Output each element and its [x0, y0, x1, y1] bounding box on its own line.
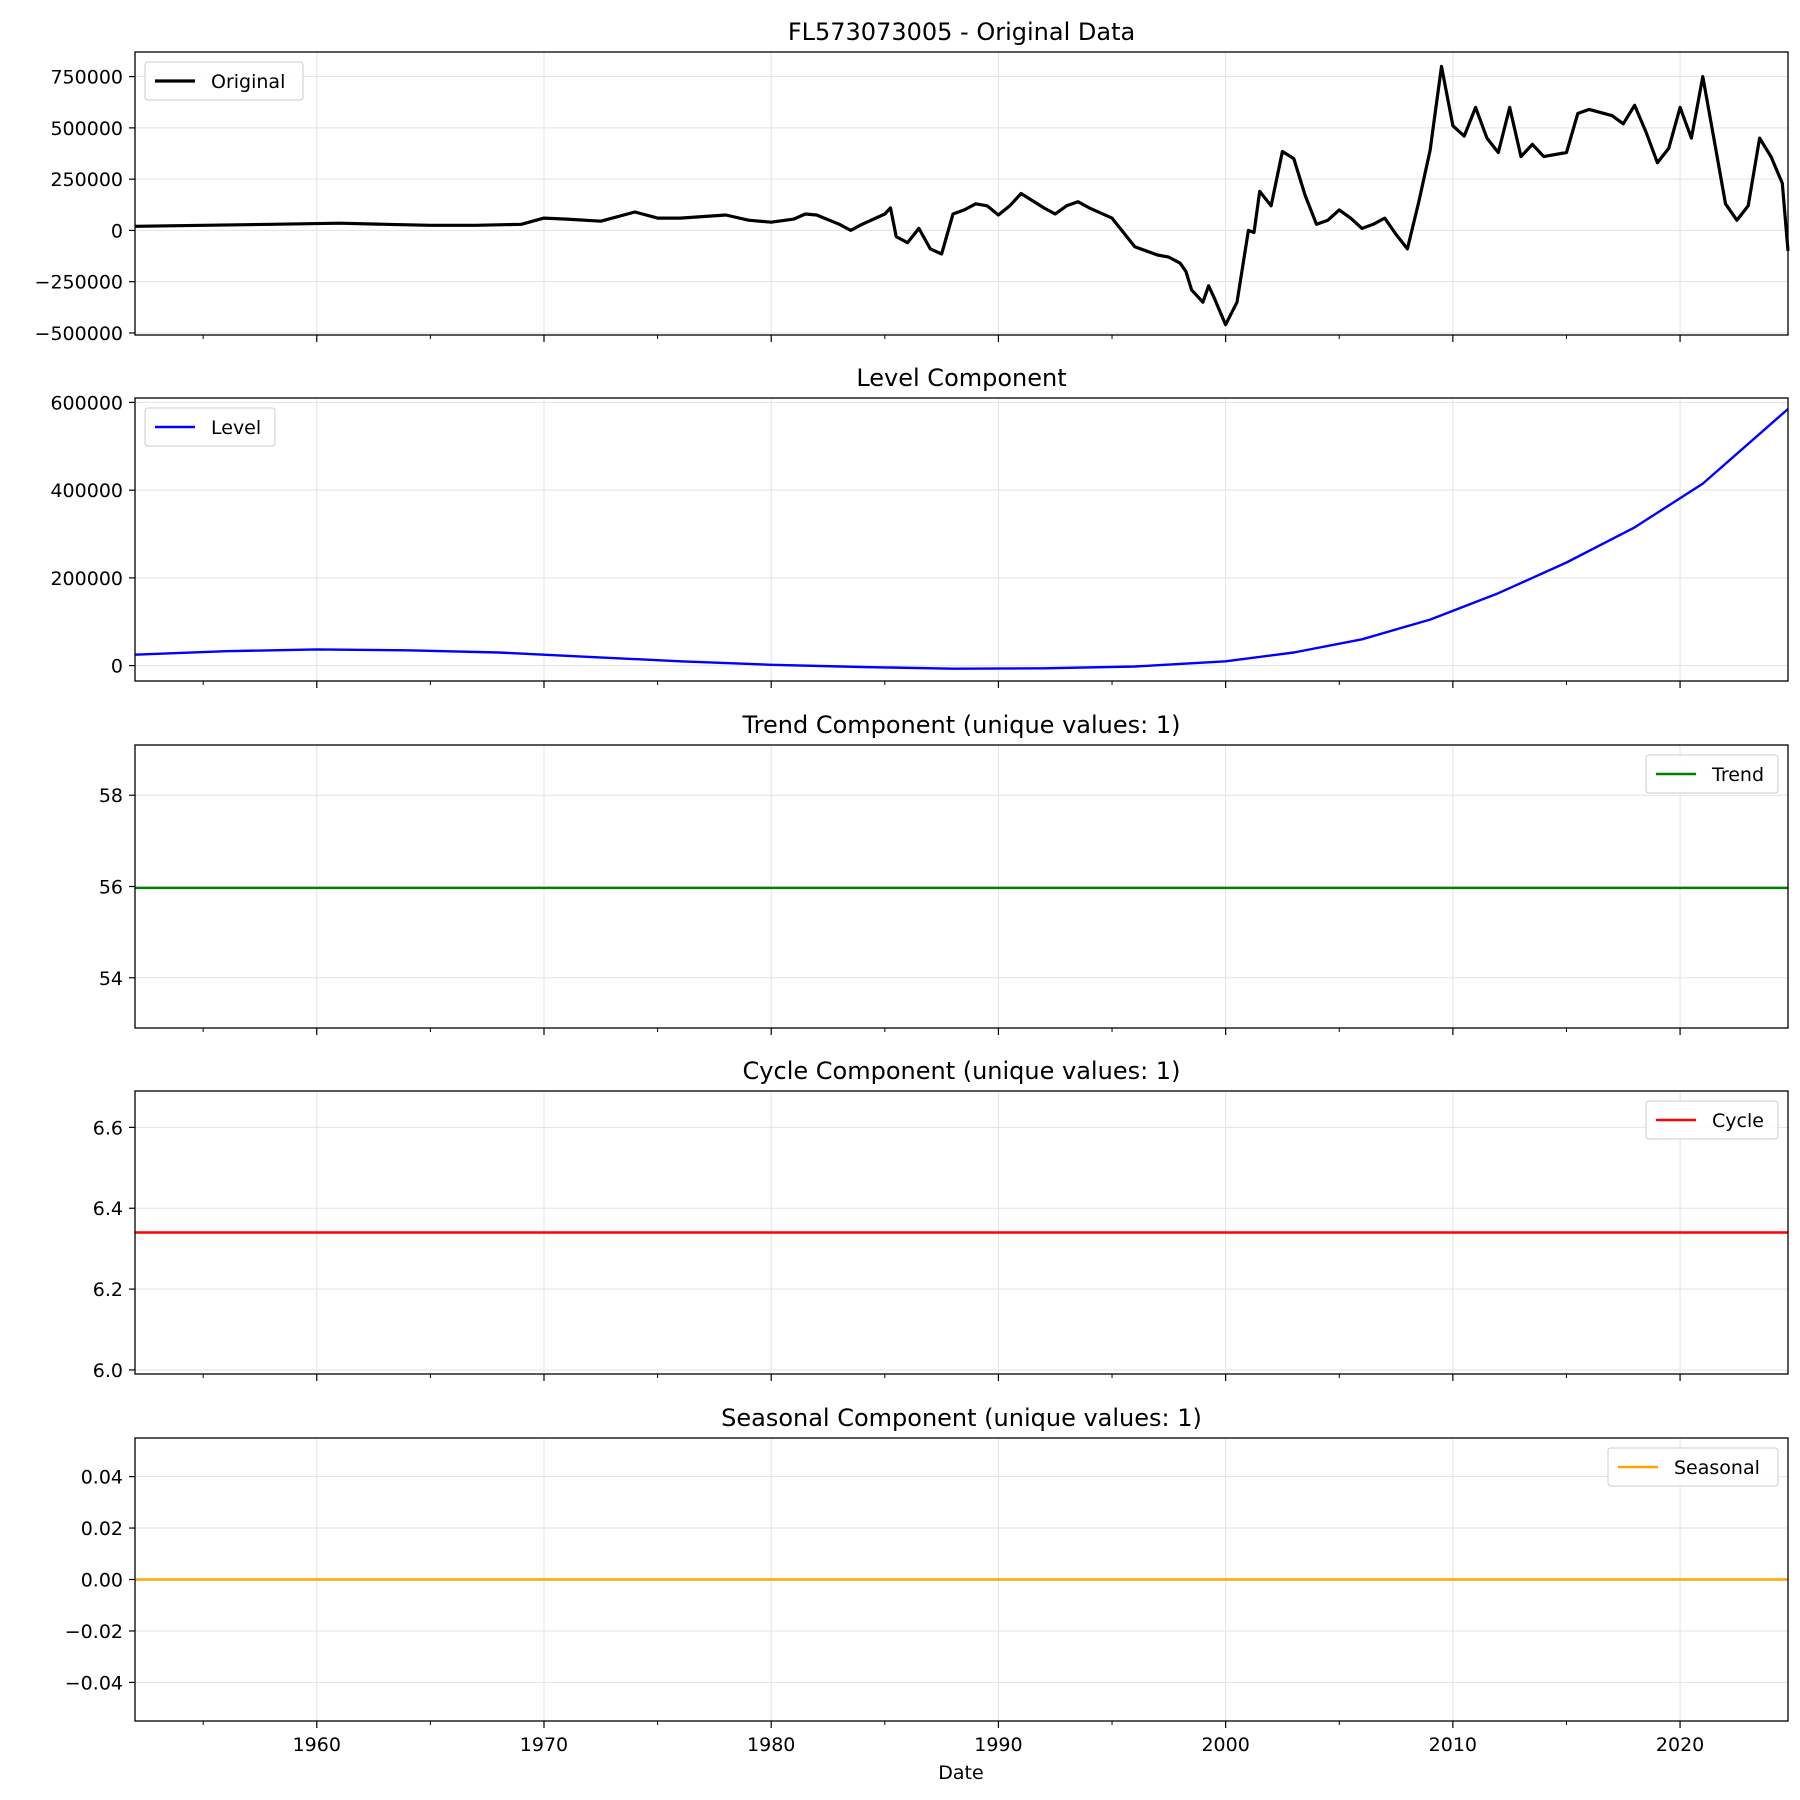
legend-label: Trend	[1711, 764, 1764, 786]
y-tick-label: 250000	[50, 169, 123, 191]
legend-box	[144, 61, 304, 101]
panel-title: Level Component	[856, 364, 1066, 392]
panel-1: −500000 −250000 0 250000 500000 750000 FL57307…	[35, 18, 1790, 345]
y-tick-label: −0.04	[65, 1672, 123, 1694]
legend: Seasonal	[1607, 1447, 1779, 1487]
y-tick-label: 200000	[50, 568, 123, 590]
legend: Trend	[1645, 754, 1779, 794]
panel-3: 54 56 58 Trend Component (unique values: 1)…	[99, 711, 1789, 1035]
y-tick-label: −500000	[35, 323, 123, 345]
series-line-original	[134, 64, 1790, 327]
legend-box	[1645, 1100, 1779, 1140]
legend: Cycle	[1645, 1100, 1779, 1140]
y-tick-label: 6.2	[93, 1279, 123, 1301]
panel-title: FL573073005 - Original Data	[788, 18, 1135, 46]
legend-label: Original	[211, 71, 285, 93]
y-tick-label: 600000	[50, 392, 123, 414]
plot-frame	[134, 51, 1789, 336]
y-tick-label: 400000	[50, 480, 123, 502]
y-tick-label: 0.02	[81, 1518, 123, 1540]
x-tick-label: 2010	[1429, 1734, 1477, 1756]
y-tick-label: 6.4	[93, 1198, 123, 1220]
x-tick-label: 1990	[974, 1734, 1022, 1756]
x-tick-label: 1970	[520, 1734, 568, 1756]
y-tick-label: −250000	[35, 272, 123, 294]
y-tick-label: 0	[111, 656, 123, 678]
legend-box	[144, 407, 276, 447]
plot-frame	[134, 1090, 1789, 1375]
y-tick-label: 6.0	[93, 1360, 123, 1382]
y-tick-label: 54	[99, 968, 123, 990]
y-tick-label: 56	[99, 877, 123, 899]
x-axis-label: Date	[938, 1762, 983, 1784]
legend-label: Level	[211, 417, 261, 439]
y-tick-label: 58	[99, 785, 123, 807]
legend-box	[1607, 1447, 1779, 1487]
series-line-level	[134, 408, 1789, 670]
y-tick-label: 0.04	[81, 1467, 123, 1489]
legend-box	[1645, 754, 1779, 794]
panel-4: 6.0 6.2 6.4 6.6 Cycle Component (unique valu…	[93, 1057, 1789, 1382]
panel-2: 0 200000 400000 600000 Level Component Level	[50, 364, 1789, 688]
x-tick-label: 1980	[747, 1734, 795, 1756]
plot-frame	[134, 397, 1789, 682]
y-tick-label: −0.02	[65, 1621, 123, 1643]
panel-5: −0.04 −0.02 0.00 0.02 0.04 1960 1970 1980 1990 20…	[65, 1404, 1789, 1756]
x-tick-label: 1960	[293, 1734, 341, 1756]
y-tick-label: 0	[111, 220, 123, 242]
panel-title: Seasonal Component (unique values: 1)	[721, 1404, 1202, 1432]
x-tick-label: 2000	[1201, 1734, 1249, 1756]
panel-title: Trend Component (unique values: 1)	[742, 711, 1181, 739]
legend-label: Cycle	[1712, 1110, 1764, 1132]
y-tick-label: 750000	[50, 67, 123, 89]
panels-group: −500000 −250000 0 250000 500000 750000 FL57307…	[35, 18, 1790, 1756]
legend-label: Seasonal	[1674, 1457, 1760, 1479]
legend: Level	[144, 407, 276, 447]
legend: Original	[144, 61, 304, 101]
x-tick-label: 2020	[1656, 1734, 1704, 1756]
y-tick-label: 500000	[50, 118, 123, 140]
panel-title: Cycle Component (unique values: 1)	[743, 1057, 1181, 1085]
y-tick-label: 6.6	[93, 1117, 123, 1139]
y-tick-label: 0.00	[81, 1570, 123, 1592]
